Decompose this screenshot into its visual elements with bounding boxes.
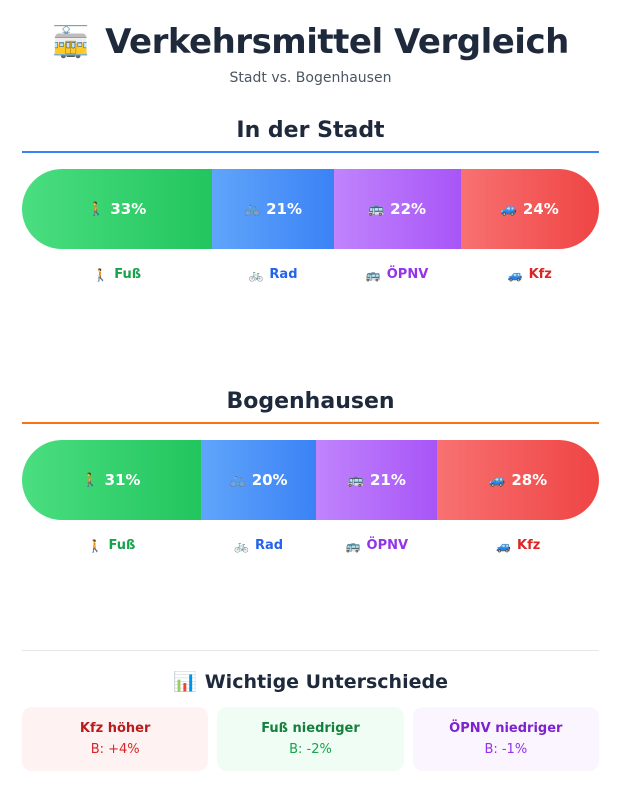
- chart-title-rule: [22, 151, 599, 153]
- legend-label: Kfz: [528, 267, 552, 282]
- bicycle-icon: 🚲: [229, 472, 246, 488]
- bar-chart-icon: 📊: [173, 671, 197, 693]
- difference-card-oepnv: ÖPNV niedriger B: -1%: [412, 707, 599, 771]
- stacked-bar: 🚶 31% 🚲 20% 🚌 21% 🚙 28%: [22, 440, 599, 520]
- page-title-text: Verkehrsmittel Vergleich: [105, 22, 569, 62]
- legend-label: Fuß: [114, 267, 142, 282]
- legend-item-rad: 🚲 Rad: [248, 267, 297, 282]
- legend-label: ÖPNV: [366, 538, 409, 553]
- difference-cards: Kfz höher B: +4% Fuß niedriger B: -2% ÖP…: [22, 707, 599, 771]
- data-label: 31%: [104, 471, 141, 489]
- data-label: 21%: [266, 200, 303, 218]
- legend-label: ÖPNV: [386, 267, 429, 282]
- chart-title: Bogenhausen: [226, 389, 395, 414]
- bus-icon: 🚌: [345, 538, 361, 553]
- card-title: Kfz höher: [79, 721, 151, 736]
- differences-title-text: Wichtige Unterschiede: [204, 670, 448, 693]
- car-icon: 🚙: [500, 201, 517, 217]
- card-title: Fuß niedriger: [261, 721, 360, 736]
- page-subtitle: Stadt vs. Bogenhausen: [229, 70, 392, 86]
- chart-title-rule: [22, 422, 599, 424]
- card-title: ÖPNV niedriger: [449, 721, 563, 736]
- bar-segment-kfz: 🚙 28%: [437, 440, 599, 520]
- card-value: B: -2%: [289, 742, 332, 757]
- legend-item-fuss: 🚶 Fuß: [93, 267, 141, 282]
- card-value: B: -1%: [484, 742, 528, 757]
- legend-item-kfz: 🚙 Kfz: [508, 267, 552, 282]
- bus-icon: 🚌: [365, 267, 381, 282]
- header: 🚋 Verkehrsmittel Vergleich Stadt vs. Bog…: [0, 22, 621, 86]
- tram-icon: 🚋: [52, 24, 90, 60]
- bicycle-icon: 🚲: [248, 267, 264, 282]
- bar-segment-oepnv: 🚌 21%: [316, 440, 438, 520]
- bar-segment-rad: 🚲 20%: [200, 440, 317, 520]
- car-icon: 🚙: [489, 472, 506, 488]
- bar-segment-fuss: 🚶 31%: [22, 440, 201, 520]
- differences-title: 📊 Wichtige Unterschiede: [0, 670, 621, 694]
- legend-label: Rad: [269, 267, 298, 282]
- walking-person-icon: 🚶: [82, 472, 99, 488]
- bar-segment-kfz: 🚙 24%: [460, 169, 599, 249]
- data-label: 20%: [251, 471, 288, 489]
- data-label: 33%: [110, 200, 147, 218]
- bicycle-icon: 🚲: [234, 538, 249, 553]
- bar-segment-oepnv: 🚌 22%: [333, 169, 461, 249]
- bus-icon: 🚌: [367, 201, 385, 217]
- walking-person-icon: 🚶: [87, 538, 103, 553]
- legend-label: Kfz: [517, 538, 541, 553]
- walking-person-icon: 🚶: [93, 267, 109, 282]
- legend-label: Fuß: [108, 538, 136, 553]
- legend-item-rad: 🚲 Rad: [234, 538, 283, 553]
- legend-item-oepnv: 🚌 ÖPNV: [366, 267, 428, 282]
- section-divider: [22, 650, 599, 651]
- data-label: 24%: [522, 200, 559, 218]
- bar-segment-fuss: 🚶 33%: [22, 169, 213, 249]
- legend-item-kfz: 🚙 Kfz: [496, 538, 540, 553]
- difference-card-fuss: Fuß niedriger B: -2%: [217, 707, 404, 771]
- chart-section-stadt: In der Stadt 🚶 33% 🚲 21% 🚌 22% 🚙 24% 🚶 Fuß 🚲 Rad 🚌 Ö…: [22, 118, 599, 287]
- stacked-bar: 🚶 33% 🚲 21% 🚌 22% 🚙 24%: [22, 169, 599, 249]
- bus-icon: 🚌: [347, 472, 364, 488]
- page-title: 🚋 Verkehrsmittel Vergleich: [52, 22, 569, 62]
- legend-label: Rad: [254, 538, 284, 553]
- data-label: 28%: [511, 471, 548, 489]
- legend: 🚶 Fuß 🚲 Rad 🚌 ÖPNV 🚙 Kfz: [22, 267, 599, 287]
- legend-item-fuss: 🚶 Fuß: [88, 538, 136, 553]
- legend: 🚶 Fuß 🚲 Rad 🚌 ÖPNV 🚙 Kfz: [22, 538, 599, 558]
- card-value: B: +4%: [90, 742, 140, 757]
- data-label: 21%: [369, 471, 406, 489]
- walking-person-icon: 🚶: [88, 201, 105, 217]
- car-icon: 🚙: [507, 267, 523, 282]
- chart-section-bogenhausen: Bogenhausen 🚶 31% 🚲 20% 🚌 21% 🚙 28% 🚶 Fuß 🚲 Rad 🚌 ÖP…: [22, 389, 599, 558]
- difference-card-kfz: Kfz höher B: +4%: [22, 707, 209, 771]
- bicycle-icon: 🚲: [243, 201, 261, 217]
- data-label: 22%: [390, 200, 427, 218]
- chart-title: In der Stadt: [236, 118, 385, 143]
- car-icon: 🚙: [496, 538, 512, 553]
- bar-segment-rad: 🚲 21%: [212, 169, 334, 249]
- legend-item-oepnv: 🚌 ÖPNV: [346, 538, 408, 553]
